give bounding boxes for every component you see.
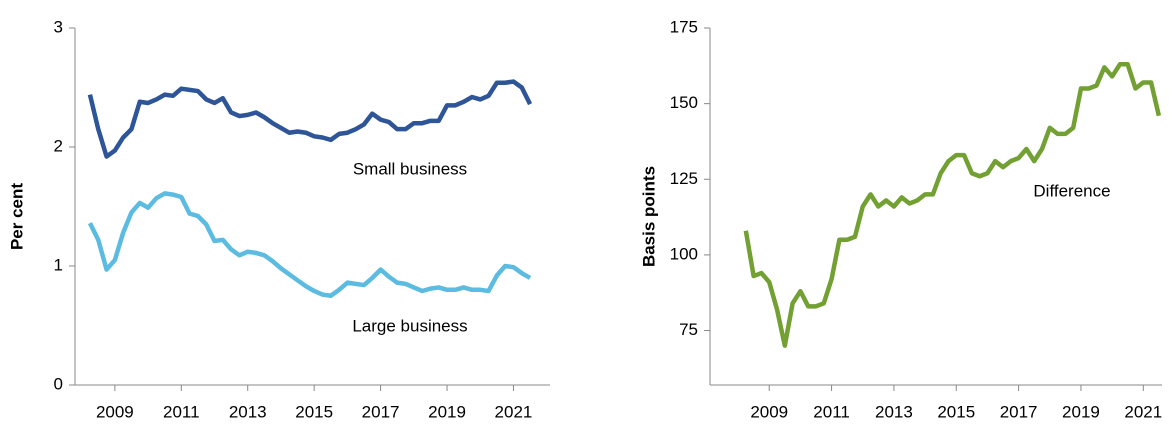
x-tick-label: 2011 [163, 402, 200, 421]
y-tick-label: 150 [670, 93, 698, 112]
x-tick-label: 2021 [495, 402, 533, 421]
series-line [743, 62, 1162, 348]
x-tick-label: 2019 [428, 402, 466, 421]
y-tick-label: 175 [670, 17, 698, 36]
y-tick-label: 3 [54, 17, 63, 36]
x-tick-label: 2015 [937, 402, 975, 421]
x-tick-label: 2019 [1062, 402, 1100, 421]
series-line [87, 79, 533, 159]
y-tick-label: 125 [670, 169, 698, 188]
y-tick-label: 100 [670, 244, 698, 263]
y-axis-label: Per cent [7, 183, 26, 250]
x-tick-label: 2021 [1124, 402, 1162, 421]
y-tick-label: 0 [54, 374, 63, 393]
x-tick-label: 2015 [295, 402, 333, 421]
x-tick-label: 2017 [362, 402, 400, 421]
series-label: Large business [352, 316, 467, 335]
x-tick-label: 2009 [750, 402, 788, 421]
x-tick-label: 2013 [875, 402, 913, 421]
x-tick-label: 2009 [96, 402, 134, 421]
y-tick-label: 2 [54, 136, 63, 155]
series-label: Difference [1033, 181, 1110, 200]
y-axis-label: Basis points [639, 166, 658, 267]
x-tick-label: 2013 [229, 402, 267, 421]
y-tick-label: 1 [54, 255, 63, 274]
series-line [87, 191, 532, 298]
x-tick-label: 2011 [813, 402, 850, 421]
series-label: Small business [353, 159, 467, 178]
x-tick-label: 2017 [1000, 402, 1038, 421]
y-tick-label: 75 [679, 320, 698, 339]
